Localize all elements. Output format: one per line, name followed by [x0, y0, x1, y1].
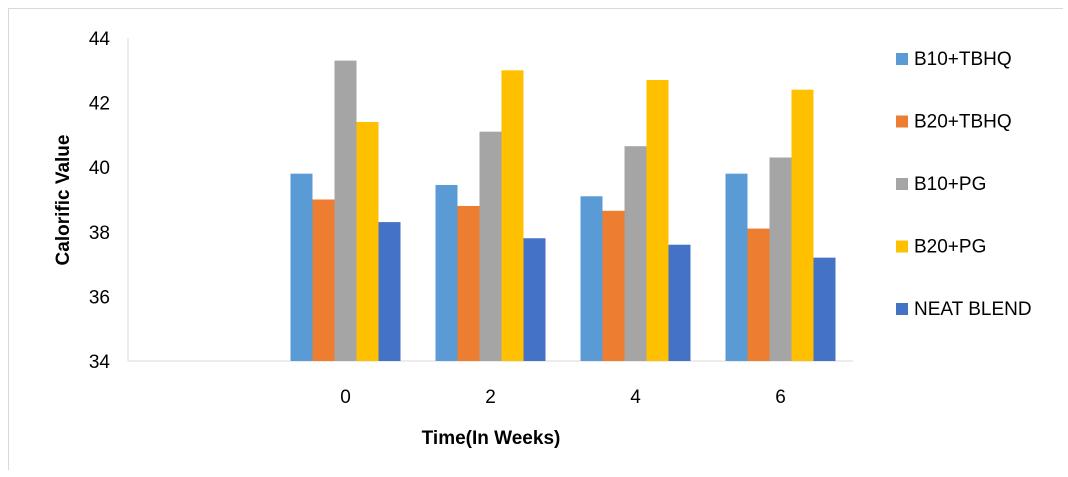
bar — [435, 184, 458, 361]
bar — [791, 89, 814, 362]
bar — [501, 70, 524, 362]
bar — [312, 199, 335, 361]
y-tick-label: 44 — [89, 29, 111, 50]
bar — [334, 60, 357, 362]
legend-label: B10+PG — [914, 174, 986, 195]
x-tick-label: 4 — [630, 387, 641, 408]
legend-swatch — [896, 240, 908, 253]
legend-label: B10+TBHQ — [914, 49, 1012, 70]
bar — [523, 238, 546, 361]
legend-swatch — [896, 303, 908, 315]
x-tick-labels: 0 2 4 6 — [340, 387, 786, 408]
x-tick-label: 0 — [340, 387, 351, 408]
y-tick-label: 42 — [89, 94, 110, 115]
bar — [602, 210, 625, 361]
bar — [769, 157, 792, 361]
legend-swatch — [896, 115, 908, 128]
bar — [378, 222, 401, 361]
bar — [668, 244, 691, 361]
bar — [646, 79, 669, 362]
bars — [290, 60, 836, 362]
bar — [624, 146, 647, 361]
legend-label: NEAT BLEND — [914, 299, 1032, 320]
bar — [747, 228, 770, 361]
y-tick-label: 36 — [89, 287, 110, 308]
bar — [356, 121, 379, 361]
bar — [290, 173, 313, 361]
bar — [725, 173, 748, 361]
y-tick-label: 38 — [89, 223, 110, 244]
legend-swatch — [896, 53, 908, 65]
y-tick-label: 40 — [89, 158, 110, 179]
legend-label: B20+PG — [914, 237, 986, 258]
bar — [457, 205, 480, 361]
legend-swatch — [896, 178, 908, 190]
x-tick-label: 6 — [775, 387, 786, 408]
x-tick-label: 2 — [485, 387, 496, 408]
legend: B10+TBHQ B20+TBHQ B10+PG B20+PG NEAT BLEND — [896, 49, 1032, 320]
legend-label: B20+TBHQ — [914, 112, 1012, 133]
bar — [580, 196, 603, 361]
bar — [479, 131, 502, 361]
y-tick-label: 34 — [89, 352, 111, 373]
y-tick-labels: 34 36 38 40 42 44 — [89, 29, 111, 373]
bar — [813, 257, 836, 361]
chart-frame — [8, 8, 1063, 470]
x-axis-title: Time(In Weeks) — [422, 428, 561, 449]
y-axis-title: Calorific Value — [53, 135, 74, 266]
